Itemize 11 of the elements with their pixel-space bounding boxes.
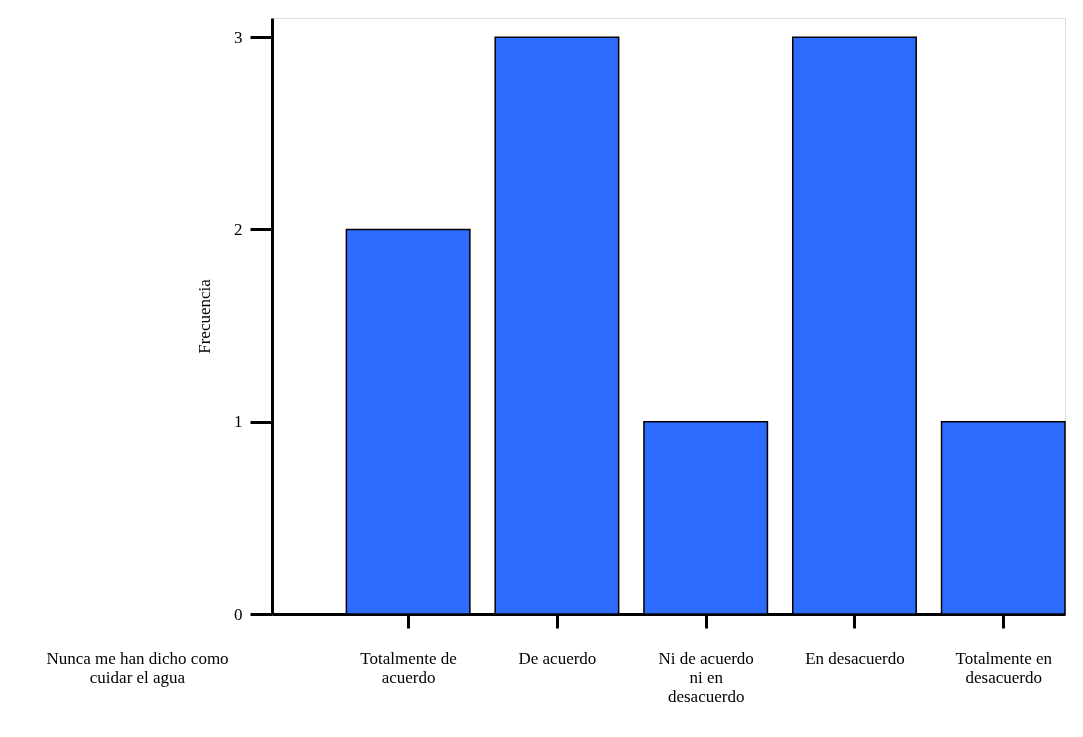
x-tick-label: Ni de acuerdo ni en desacuerdo — [658, 648, 754, 706]
y-tick-label: 2 — [234, 219, 243, 239]
y-tick-label: 0 — [234, 604, 243, 624]
y-tick-label: 3 — [234, 27, 243, 47]
x-axis-title: Nunca me han dicho como cuidar el agua — [46, 648, 229, 687]
y-tick-label: 1 — [234, 412, 243, 432]
x-tick-label: De acuerdo — [518, 648, 597, 668]
y-axis-title: Frecuencia — [195, 278, 214, 354]
x-tick-label: Totalmente de acuerdo — [360, 648, 457, 687]
x-tick-label: Totalmente en desacuerdo — [955, 648, 1053, 687]
x-tick-label: En desacuerdo — [805, 648, 905, 668]
